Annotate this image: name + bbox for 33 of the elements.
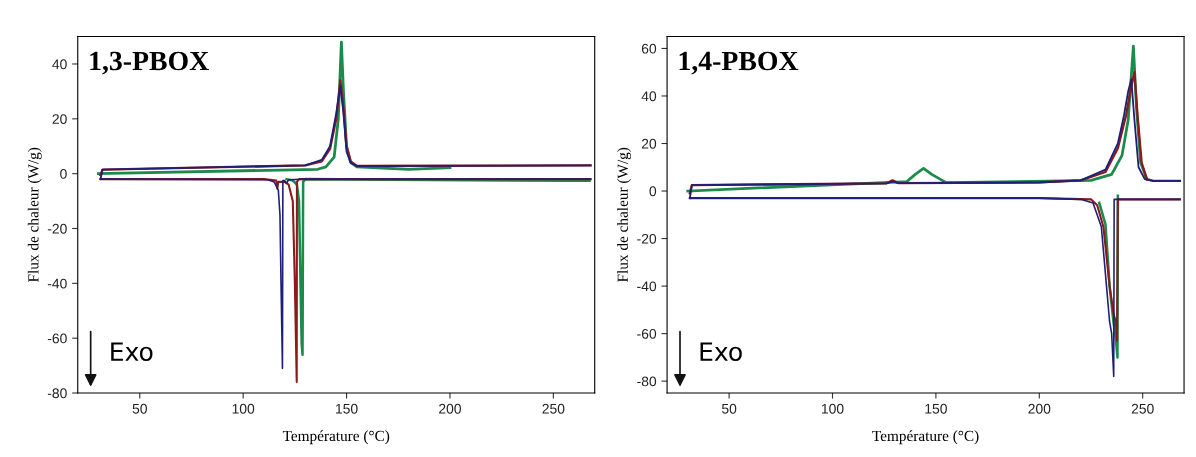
x-tick-label: 250: [1131, 403, 1154, 414]
y-tick-label: 40: [52, 59, 67, 70]
y-tick-label: -80: [637, 376, 657, 387]
x-axis-title: Température (°C): [872, 430, 979, 445]
x-tick-label: 50: [132, 403, 147, 414]
x-tick-label: 250: [542, 403, 565, 414]
x-tick-label: 200: [439, 403, 461, 414]
x-tick-label: 200: [1028, 403, 1051, 414]
x-tick-label: 100: [232, 403, 255, 414]
y-axis-title: Flux de chaleur (W/g): [617, 147, 632, 283]
y-axis-title: Flux de chaleur (W/g): [27, 147, 42, 283]
y-tick-label: 0: [60, 168, 67, 179]
annotation: Exo: [700, 342, 742, 362]
x-tick-label: 100: [821, 403, 844, 414]
y-tick-label: 20: [52, 114, 67, 124]
x-tick-label: 150: [336, 403, 358, 414]
x-axis-title: Température (°C): [282, 430, 390, 445]
y-tick-label: -40: [637, 281, 657, 292]
chart-title: 1,4-PBOX: [679, 51, 799, 75]
y-tick-label: -60: [47, 333, 67, 344]
y-tick-label: -40: [47, 278, 67, 289]
y-tick-label: 40: [641, 91, 657, 102]
x-tick-label: 150: [925, 403, 947, 414]
annotation: Exo: [111, 342, 153, 362]
chart-title: 1,3-PBOX: [90, 51, 209, 75]
y-tick-label: 20: [641, 138, 657, 149]
y-tick-label: -20: [47, 223, 67, 234]
y-tick-label: -60: [637, 328, 657, 339]
y-tick-label: -20: [637, 233, 657, 244]
y-tick-label: 0: [649, 186, 657, 197]
y-tick-label: 60: [641, 43, 657, 54]
y-tick-label: -80: [47, 388, 67, 399]
x-tick-label: 50: [721, 403, 737, 414]
